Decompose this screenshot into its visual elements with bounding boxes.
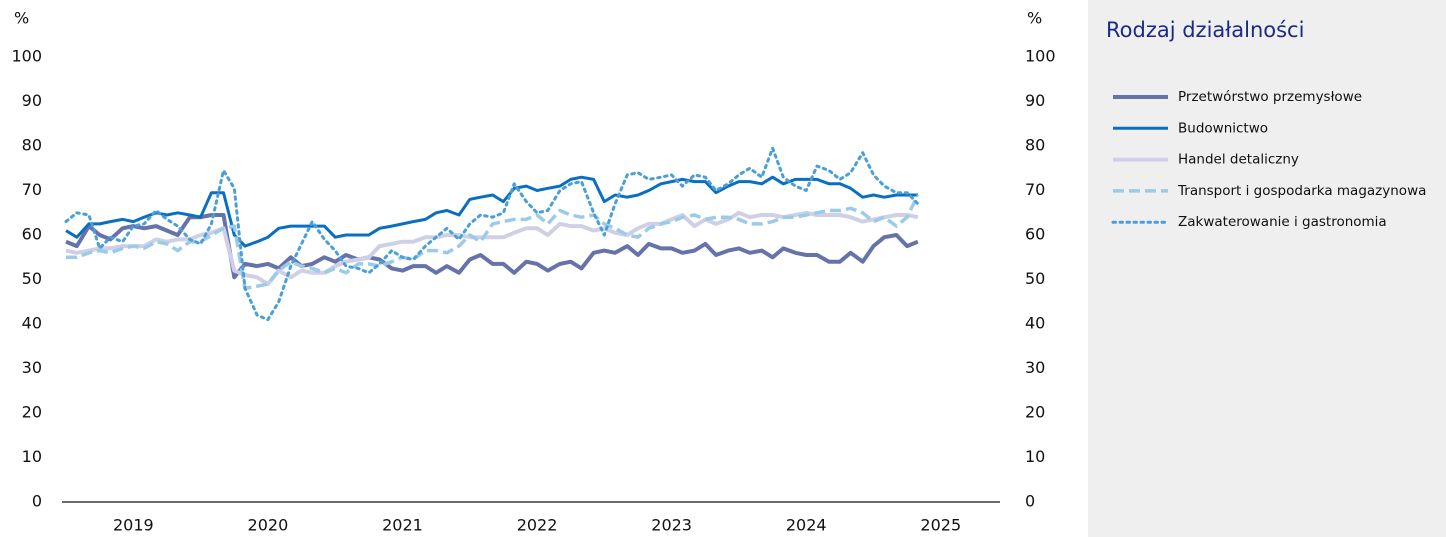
x-tick-label: 2019 bbox=[113, 516, 154, 535]
y2-tick-label: 90 bbox=[1025, 91, 1045, 110]
y2-tick-label: 100 bbox=[1025, 47, 1056, 66]
series-line bbox=[65, 210, 919, 286]
y2-unit: % bbox=[1027, 9, 1042, 28]
y-tick-label: 30 bbox=[22, 358, 42, 377]
y-tick-label: 20 bbox=[22, 403, 42, 422]
x-tick-label: 2021 bbox=[382, 516, 423, 535]
x-tick-label: 2025 bbox=[920, 516, 961, 535]
y2-tick-label: 0 bbox=[1025, 492, 1035, 511]
legend-label: Budownictwo bbox=[1178, 120, 1268, 136]
y2-tick-label: 60 bbox=[1025, 225, 1045, 244]
y2-tick-label: 10 bbox=[1025, 447, 1045, 466]
y-tick-label: 0 bbox=[32, 492, 42, 511]
y2-tick-label: 50 bbox=[1025, 269, 1045, 288]
y-unit: % bbox=[14, 9, 29, 28]
y-tick-label: 80 bbox=[22, 136, 42, 155]
y-tick-label: 10 bbox=[22, 447, 42, 466]
x-tick-label: 2020 bbox=[248, 516, 289, 535]
y-tick-label: 90 bbox=[22, 91, 42, 110]
x-tick-label: 2023 bbox=[651, 516, 692, 535]
legend-label: Transport i gospodarka magazynowa bbox=[1177, 183, 1426, 199]
y-tick-label: 40 bbox=[22, 314, 42, 333]
series-line bbox=[64, 146, 920, 322]
legend-title: Rodzaj działalności bbox=[1106, 18, 1304, 42]
y-tick-label: 70 bbox=[22, 180, 42, 199]
legend-label: Zakwaterowanie i gastronomia bbox=[1178, 214, 1387, 230]
legend-label: Handel detaliczny bbox=[1178, 152, 1299, 168]
y2-tick-label: 40 bbox=[1025, 314, 1045, 333]
x-tick-label: 2022 bbox=[517, 516, 558, 535]
y-tick-label: 50 bbox=[22, 269, 42, 288]
y2-tick-label: 20 bbox=[1025, 403, 1045, 422]
y2-tick-label: 70 bbox=[1025, 180, 1045, 199]
y-tick-label: 60 bbox=[22, 225, 42, 244]
x-tick-label: 2024 bbox=[786, 516, 827, 535]
y2-tick-label: 30 bbox=[1025, 358, 1045, 377]
series-line bbox=[65, 213, 919, 280]
y2-tick-label: 80 bbox=[1025, 136, 1045, 155]
legend-label: Przetwórstwo przemysłowe bbox=[1178, 89, 1362, 105]
legend-panel bbox=[1088, 0, 1446, 537]
series-line bbox=[66, 194, 920, 291]
series-line bbox=[65, 175, 918, 248]
y-tick-label: 100 bbox=[11, 47, 42, 66]
